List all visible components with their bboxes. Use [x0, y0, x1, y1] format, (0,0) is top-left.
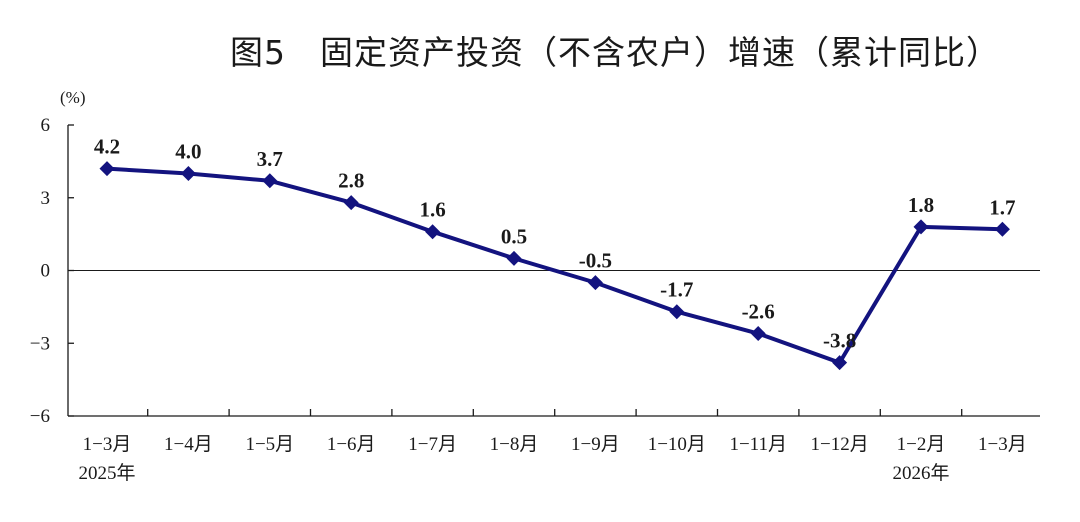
- x-tick-label: 1−12月: [810, 434, 868, 455]
- chart-title: 图5 固定资产投资（不含农户）增速（累计同比）: [230, 33, 1000, 72]
- marker-layer: [99, 161, 1010, 371]
- y-tick-label: 0: [41, 261, 51, 282]
- x-tick-label: 1−3月: [978, 434, 1027, 455]
- data-label: 3.7: [257, 147, 283, 171]
- series-line: [106, 166, 1003, 365]
- axes: (%) 6 3 0 −3 −6 1−3月 1−4月 1−5月 1−6月 1−7月 1−8月 1−9月 1−…: [30, 88, 1040, 484]
- data-label: -0.5: [579, 249, 612, 273]
- x-tick-label: 1−10月: [648, 434, 706, 455]
- data-point-marker: [180, 166, 196, 181]
- data-label: 0.5: [501, 224, 527, 248]
- data-point-marker: [425, 224, 441, 240]
- x-tick-label: 1−7月: [408, 434, 457, 455]
- x-tick-label: 1−6月: [327, 434, 376, 455]
- data-point-marker: [913, 219, 929, 235]
- data-point-marker: [994, 221, 1010, 237]
- x-tick-label: 1−9月: [571, 434, 620, 455]
- data-point-marker: [587, 275, 603, 291]
- x-tick-label: 1−11月: [729, 434, 787, 455]
- data-point-marker: [832, 355, 848, 371]
- data-label: 1.8: [908, 193, 934, 217]
- data-label: -2.6: [742, 300, 775, 324]
- data-point-marker: [669, 304, 685, 320]
- data-label: 1.7: [989, 195, 1015, 219]
- x-year-label: 2025年: [78, 462, 135, 484]
- data-point-marker: [343, 195, 359, 211]
- y-axis-unit-label: (%): [60, 88, 85, 107]
- y-tick-label: −3: [30, 333, 50, 354]
- data-point-marker: [506, 250, 522, 266]
- data-point-marker: [99, 161, 115, 177]
- x-tick-label: 1−5月: [245, 434, 294, 455]
- data-point-marker: [262, 173, 278, 189]
- data-label: 1.6: [419, 198, 445, 222]
- data-label: -1.7: [660, 278, 693, 302]
- y-tick-label: 3: [41, 188, 51, 209]
- data-label: 4.2: [94, 135, 120, 159]
- series-line-layer: [106, 166, 1003, 365]
- data-label-layer: 4.2 4.0 3.7 2.8 1.6 0.5 -0.5 -1.7 -2.6 -3.8 1.8 1.7: [94, 135, 1016, 353]
- x-tick-label: 1−4月: [164, 434, 213, 455]
- x-tick-label: 1−3月: [83, 434, 132, 455]
- x-tick-label: 1−2月: [897, 434, 946, 455]
- data-point-marker: [750, 326, 766, 342]
- data-label: 4.0: [175, 140, 201, 164]
- x-year-label: 2026年: [892, 462, 949, 484]
- data-label: -3.8: [823, 329, 856, 353]
- x-tick-label: 1−8月: [490, 434, 539, 455]
- y-tick-label: −6: [30, 406, 50, 427]
- y-tick-label: 6: [41, 115, 51, 136]
- data-label: 2.8: [338, 169, 364, 193]
